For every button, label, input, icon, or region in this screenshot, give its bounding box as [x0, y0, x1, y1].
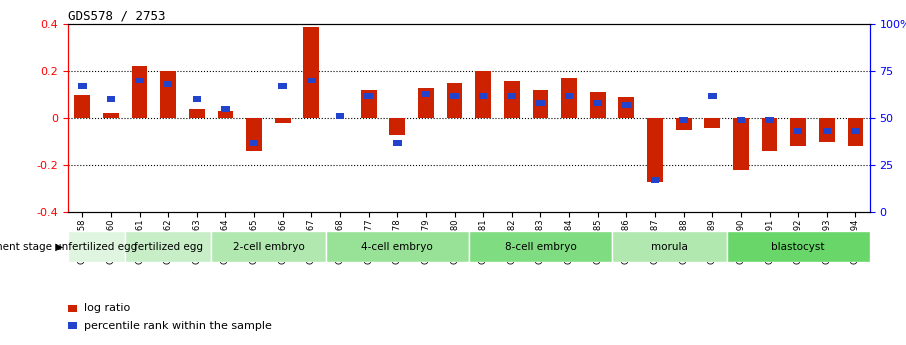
- Bar: [361, 90, 377, 118]
- Bar: [107, 96, 115, 102]
- Bar: [390, 118, 405, 135]
- Text: development stage ▶: development stage ▶: [0, 242, 63, 252]
- Bar: [325, 231, 469, 262]
- Bar: [708, 93, 717, 99]
- Bar: [727, 231, 870, 262]
- Bar: [593, 100, 602, 106]
- Text: blastocyst: blastocyst: [771, 242, 825, 252]
- Bar: [504, 80, 520, 118]
- Bar: [364, 93, 373, 99]
- Bar: [189, 109, 205, 118]
- Text: log ratio: log ratio: [84, 304, 130, 313]
- Bar: [564, 93, 573, 99]
- Bar: [418, 88, 434, 118]
- Bar: [766, 117, 774, 123]
- Text: percentile rank within the sample: percentile rank within the sample: [84, 321, 272, 331]
- Bar: [647, 118, 663, 181]
- Bar: [68, 231, 125, 262]
- Bar: [737, 117, 746, 123]
- Bar: [790, 118, 806, 146]
- Bar: [680, 117, 688, 123]
- Bar: [246, 118, 262, 151]
- Text: morula: morula: [651, 242, 688, 252]
- Bar: [393, 140, 401, 146]
- Bar: [135, 78, 144, 83]
- Bar: [211, 231, 325, 262]
- Bar: [160, 71, 176, 118]
- Bar: [622, 102, 631, 108]
- Bar: [250, 140, 258, 146]
- Bar: [819, 118, 834, 142]
- Bar: [307, 78, 315, 83]
- Text: unfertilized egg: unfertilized egg: [55, 242, 138, 252]
- Bar: [590, 92, 605, 118]
- Bar: [78, 83, 87, 89]
- Text: 8-cell embryo: 8-cell embryo: [505, 242, 576, 252]
- Bar: [192, 96, 201, 102]
- Bar: [103, 114, 119, 118]
- Bar: [507, 93, 516, 99]
- Bar: [848, 118, 863, 146]
- Bar: [278, 83, 287, 89]
- Bar: [447, 83, 462, 118]
- Bar: [561, 78, 577, 118]
- Text: 2-cell embryo: 2-cell embryo: [233, 242, 304, 252]
- Bar: [533, 90, 548, 118]
- Bar: [762, 118, 777, 151]
- Bar: [851, 128, 860, 134]
- Bar: [217, 111, 234, 118]
- Bar: [125, 231, 211, 262]
- Bar: [131, 67, 148, 118]
- Bar: [479, 93, 487, 99]
- Bar: [651, 177, 660, 183]
- Bar: [304, 27, 319, 118]
- Bar: [536, 100, 545, 106]
- Bar: [476, 71, 491, 118]
- Bar: [733, 118, 748, 170]
- Bar: [275, 118, 291, 123]
- Bar: [794, 128, 803, 134]
- Bar: [74, 95, 90, 118]
- Bar: [823, 128, 831, 134]
- Bar: [336, 114, 344, 119]
- Bar: [450, 93, 458, 99]
- Text: 4-cell embryo: 4-cell embryo: [361, 242, 433, 252]
- Bar: [421, 91, 430, 97]
- Bar: [612, 231, 727, 262]
- Bar: [704, 118, 720, 128]
- Bar: [221, 106, 230, 112]
- Text: GDS578 / 2753: GDS578 / 2753: [68, 10, 166, 23]
- Text: fertilized egg: fertilized egg: [134, 242, 203, 252]
- Bar: [619, 97, 634, 118]
- Bar: [164, 81, 172, 87]
- Bar: [676, 118, 691, 130]
- Bar: [469, 231, 612, 262]
